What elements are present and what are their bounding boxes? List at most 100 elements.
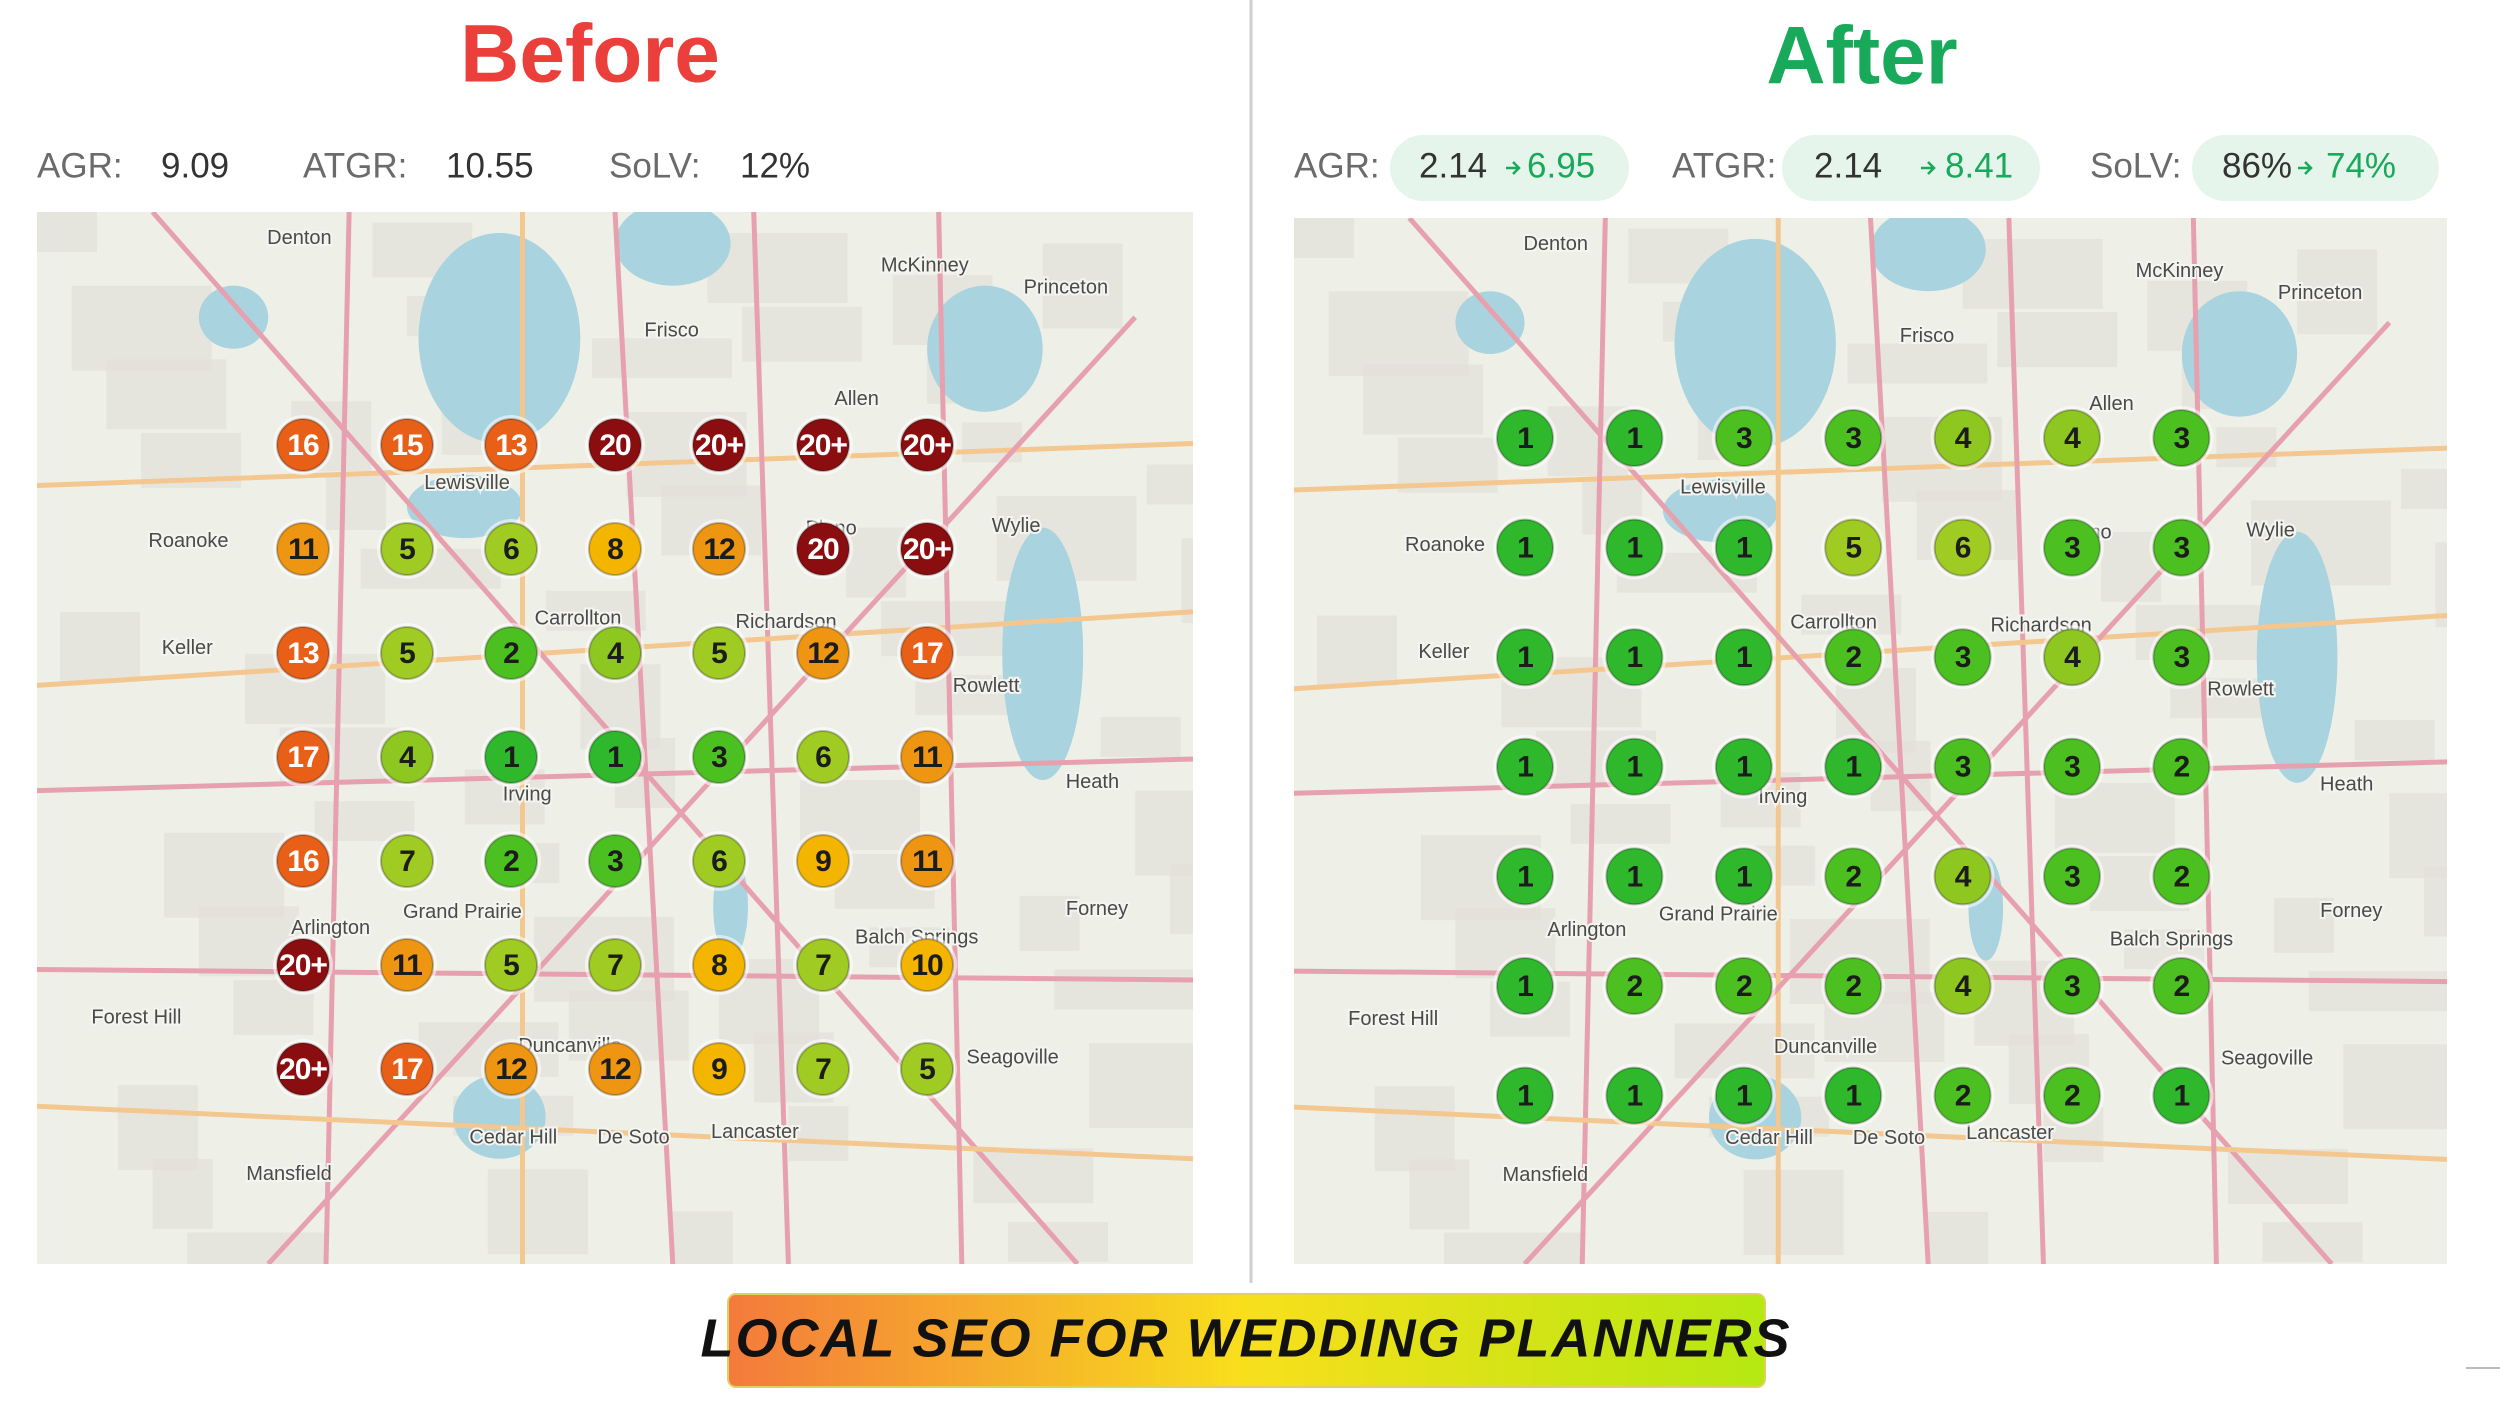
rank-label: 9 (711, 1053, 727, 1086)
map-label: Forest Hill (1348, 1008, 1438, 1030)
rank-label: 1 (1845, 1080, 1861, 1113)
rank-marker (1714, 409, 1773, 467)
rank-label: 11 (912, 845, 942, 878)
rank-marker (380, 938, 434, 992)
rank-label: 6 (711, 845, 727, 878)
rank-marker (2043, 847, 2101, 906)
map-label: Grand Prairie (403, 901, 522, 923)
rank-marker (484, 938, 538, 992)
rank-marker (484, 626, 538, 680)
rank-label: 1 (1517, 532, 1533, 565)
map-label: Balch Springs (2110, 928, 2233, 950)
rank-label: 4 (1955, 970, 1972, 1003)
banner-text: LOCAL SEO FOR WEDDING PLANNERS (700, 1308, 1791, 1368)
map-urban (1054, 969, 1193, 1010)
rank-label: 3 (2064, 751, 2080, 784)
map-label: Heath (2320, 774, 2373, 796)
rank-label: 3 (711, 741, 727, 774)
map-label: De Soto (1853, 1127, 1925, 1149)
rank-label: 1 (1517, 970, 1533, 1003)
rank-marker (692, 730, 746, 784)
rank-marker (588, 730, 642, 784)
map-urban (2389, 793, 2447, 879)
rank-label: 3 (2064, 860, 2080, 893)
rank-marker (1714, 737, 1773, 796)
rank-label: 1 (1517, 860, 1533, 893)
rank-marker (796, 522, 850, 576)
rank-marker (2043, 409, 2101, 467)
rank-label: 5 (919, 1053, 935, 1086)
map-label: Cedar Hill (469, 1126, 557, 1148)
rank-marker (796, 1042, 850, 1096)
map-urban (1409, 1159, 1470, 1230)
rank-label: 20+ (799, 429, 847, 462)
rank-marker (1933, 628, 1992, 687)
map-urban (2308, 971, 2447, 1012)
rank-label: 1 (1517, 641, 1533, 674)
map-urban (1570, 803, 1671, 844)
rank-label: 3 (2174, 532, 2190, 565)
rank-marker (1496, 1066, 1554, 1125)
rank-label: 1 (1627, 532, 1643, 565)
map-road (612, 212, 676, 1264)
rank-marker (2152, 957, 2211, 1015)
rank-marker (276, 1042, 330, 1096)
map-label: Grand Prairie (1659, 903, 1778, 925)
rank-label: 1 (503, 741, 519, 774)
rank-marker (276, 626, 330, 680)
rank-label: 1 (1736, 860, 1752, 893)
map-urban (1363, 364, 1484, 435)
rank-label: 10 (911, 949, 943, 982)
map-urban (1019, 895, 1080, 951)
rank-label: 11 (392, 949, 422, 982)
map-urban (1294, 218, 1354, 258)
rank-label: 2 (2064, 1080, 2080, 1113)
map-label: McKinney (881, 254, 969, 276)
map-urban (1146, 464, 1193, 505)
rank-label: 6 (503, 533, 519, 566)
map-label: Cedar Hill (1725, 1127, 1813, 1149)
map-urban (1317, 615, 1398, 686)
rank-marker (1605, 409, 1664, 467)
rank-marker (588, 1042, 642, 1096)
rank-marker (276, 730, 330, 784)
rank-label: 3 (1955, 641, 1971, 674)
rank-marker (588, 626, 642, 680)
rank-label: 8 (607, 533, 623, 566)
rank-label: 1 (1627, 751, 1643, 784)
before-title: Before (460, 9, 720, 100)
rank-label: 4 (2064, 422, 2081, 455)
rank-marker (2043, 1066, 2101, 1125)
rank-label: 2 (503, 637, 519, 670)
rank-label: 4 (607, 637, 624, 670)
map-lake (1002, 527, 1084, 781)
map-road (936, 212, 965, 1264)
rank-label: 2 (2174, 751, 2190, 784)
rank-label: 2 (1845, 860, 1861, 893)
metric-label: AGR: (37, 146, 123, 185)
map-lake (418, 233, 581, 444)
map-label: Forney (2320, 900, 2382, 922)
rank-label: 1 (1517, 1080, 1533, 1113)
rank-label: 1 (1736, 751, 1752, 784)
rank-label: 1 (1627, 422, 1643, 455)
rank-label: 3 (1845, 422, 1861, 455)
metric-arrow (1506, 161, 1521, 175)
rank-label: 3 (2064, 970, 2080, 1003)
metric-value: 10.55 (446, 146, 534, 185)
map-urban (1743, 1169, 1844, 1255)
map-road (37, 1103, 1193, 1162)
rank-marker (484, 730, 538, 784)
rank-label: 20 (599, 429, 631, 462)
rank-marker (692, 1042, 746, 1096)
rank-label: 3 (1736, 422, 1752, 455)
map-label: Keller (162, 637, 213, 659)
rank-label: 12 (599, 1053, 631, 1086)
map-lake (198, 285, 269, 349)
map-urban (1181, 538, 1193, 624)
rank-marker (900, 938, 954, 992)
rank-marker (276, 522, 330, 576)
rank-label: 6 (815, 741, 831, 774)
rank-marker (1714, 518, 1773, 577)
rank-label: 4 (2064, 641, 2081, 674)
